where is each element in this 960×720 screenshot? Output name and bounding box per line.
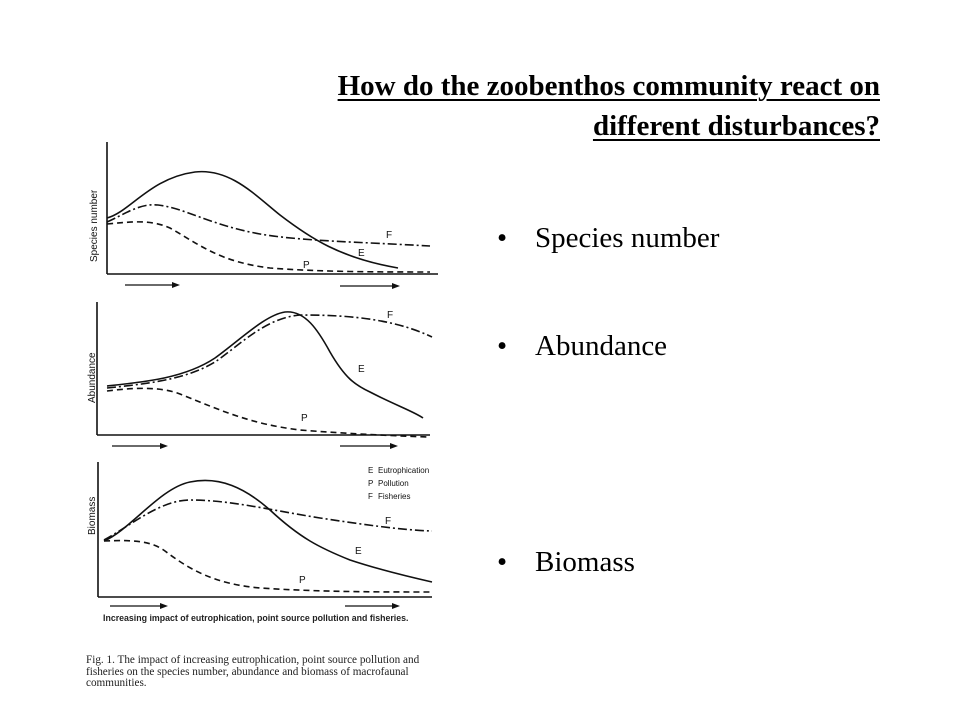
label-P: P bbox=[301, 413, 308, 424]
label-E: E bbox=[358, 364, 365, 375]
panel-species-number bbox=[106, 142, 438, 275]
bullet-biomass: • Biomass bbox=[497, 546, 635, 578]
curve-fisheries bbox=[106, 204, 431, 247]
legend-key: E bbox=[368, 466, 373, 475]
legend-text: Eutrophication bbox=[378, 466, 429, 475]
label-F: F bbox=[385, 516, 391, 527]
curve-fisheries bbox=[106, 314, 433, 389]
bullet-species-number: • Species number bbox=[497, 222, 720, 254]
label-F: F bbox=[386, 230, 392, 241]
panel-abundance bbox=[96, 302, 433, 438]
curve-eutrophication bbox=[106, 311, 424, 419]
legend-text: Pollution bbox=[378, 479, 409, 488]
slide-title: How do the zoobenthos community react on… bbox=[150, 66, 880, 146]
curve-pollution bbox=[106, 387, 429, 438]
label-E: E bbox=[358, 248, 365, 259]
legend-key: P bbox=[368, 479, 373, 488]
curve-eutrophication bbox=[106, 170, 399, 269]
axis-caption: Increasing impact of eutrophication, poi… bbox=[103, 613, 409, 623]
bullet-abundance: • Abundance bbox=[497, 330, 668, 362]
title-line-2: different disturbances? bbox=[592, 110, 880, 142]
legend: E Eutrophication P Pollution F Fisheries bbox=[368, 466, 429, 501]
label-P: P bbox=[299, 575, 306, 586]
label-P: P bbox=[303, 260, 310, 271]
curve-pollution bbox=[103, 539, 433, 593]
ylabel-biomass: Biomass bbox=[87, 497, 98, 535]
title-line-1: How do the zoobenthos community react on bbox=[337, 70, 880, 102]
panel-biomass bbox=[97, 462, 433, 598]
ylabel-abundance: Abundance bbox=[87, 352, 98, 403]
curve-fisheries bbox=[103, 499, 433, 541]
arrowheads bbox=[160, 282, 400, 609]
curve-pollution bbox=[106, 221, 431, 273]
ylabel-species-number: Species number bbox=[89, 189, 100, 262]
legend-text: Fisheries bbox=[378, 492, 410, 501]
legend-key: F bbox=[368, 492, 373, 501]
direction-arrows bbox=[110, 284, 392, 607]
figure-caption: Fig. 1. The impact of increasing eutroph… bbox=[86, 654, 420, 690]
label-F: F bbox=[387, 310, 393, 321]
label-E: E bbox=[355, 546, 362, 557]
